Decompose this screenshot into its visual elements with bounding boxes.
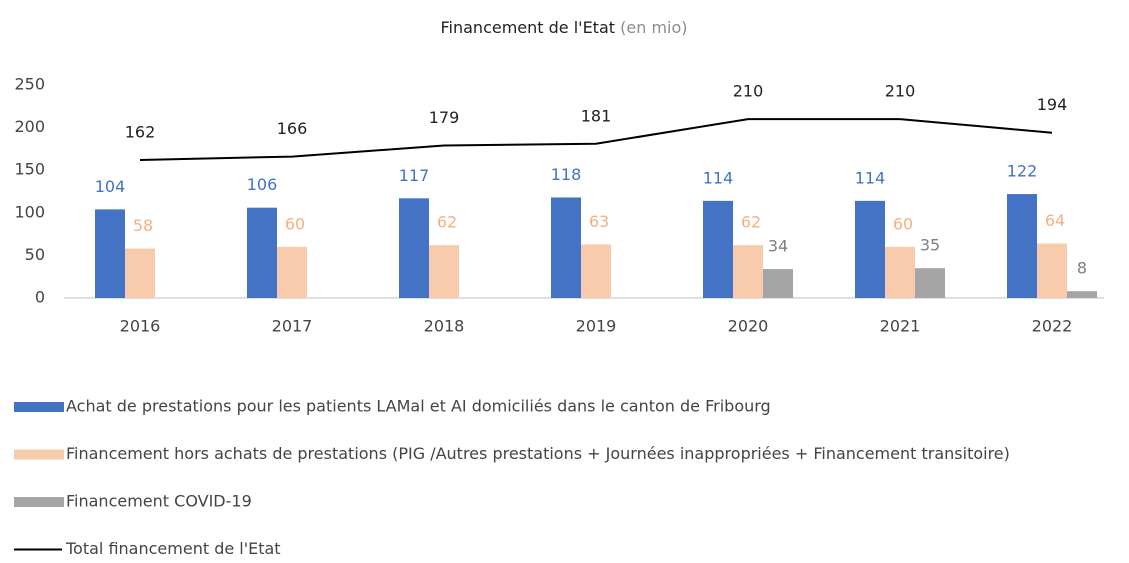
bar bbox=[885, 246, 915, 298]
bar bbox=[733, 245, 763, 298]
bar bbox=[1037, 243, 1067, 298]
x-tick-label: 2021 bbox=[880, 317, 921, 336]
legend-swatch bbox=[14, 449, 64, 460]
bar bbox=[551, 197, 581, 298]
data-label: 122 bbox=[1007, 162, 1038, 181]
data-label: 35 bbox=[920, 236, 940, 255]
bar bbox=[125, 248, 155, 298]
bar bbox=[247, 207, 277, 298]
bar bbox=[855, 200, 885, 298]
y-tick-label: 250 bbox=[14, 75, 45, 94]
data-label: 104 bbox=[95, 177, 126, 196]
data-label: 210 bbox=[885, 82, 916, 101]
bar bbox=[399, 198, 429, 298]
data-label: 62 bbox=[741, 213, 761, 232]
data-label: 62 bbox=[437, 213, 457, 232]
x-tick-label: 2022 bbox=[1032, 317, 1073, 336]
data-label: 162 bbox=[125, 122, 156, 141]
data-label: 166 bbox=[277, 119, 308, 138]
x-tick-label: 2017 bbox=[272, 317, 313, 336]
data-label: 34 bbox=[768, 237, 788, 256]
data-label: 181 bbox=[581, 106, 612, 125]
data-label: 118 bbox=[551, 165, 582, 184]
x-tick-label: 2019 bbox=[576, 317, 617, 336]
data-label: 194 bbox=[1037, 95, 1068, 114]
line bbox=[139, 118, 1053, 161]
y-tick-label: 200 bbox=[14, 117, 45, 136]
y-tick-label: 0 bbox=[35, 288, 45, 307]
legend-label: Total financement de l'Etat bbox=[65, 539, 281, 558]
data-label: 60 bbox=[285, 214, 305, 233]
bar bbox=[1067, 291, 1097, 298]
bar bbox=[915, 268, 945, 298]
bar bbox=[429, 245, 459, 298]
title: Financement de l'Etat bbox=[441, 18, 616, 37]
bar bbox=[581, 244, 611, 298]
bar bbox=[703, 200, 733, 298]
legend-label: Achat de prestations pour les patients L… bbox=[66, 397, 771, 416]
data-label: 114 bbox=[703, 168, 734, 187]
bar bbox=[1007, 194, 1037, 298]
data-label: 58 bbox=[133, 216, 153, 235]
y-tick-label: 100 bbox=[14, 202, 45, 221]
data-label: 106 bbox=[247, 175, 278, 194]
legend-swatch bbox=[14, 402, 64, 412]
data-label: 114 bbox=[855, 168, 886, 187]
bar bbox=[95, 209, 125, 298]
legend-label: Financement COVID-19 bbox=[66, 492, 252, 511]
x-tick-label: 2018 bbox=[424, 317, 465, 336]
bar bbox=[763, 269, 793, 298]
data-label: 60 bbox=[893, 214, 913, 233]
y-tick-label: 50 bbox=[25, 245, 45, 264]
bar bbox=[277, 246, 307, 298]
data-label: 8 bbox=[1077, 259, 1087, 278]
data-label: 210 bbox=[733, 82, 764, 101]
subtitle: (en mio) bbox=[620, 18, 687, 37]
legend-swatch bbox=[14, 497, 64, 507]
data-label: 64 bbox=[1045, 211, 1065, 230]
x-tick-label: 2016 bbox=[120, 317, 161, 336]
chart-title: Financement de l'Etat (en mio) bbox=[441, 18, 688, 37]
data-label: 179 bbox=[429, 108, 460, 127]
data-label: 63 bbox=[589, 212, 609, 231]
data-label: 117 bbox=[399, 166, 430, 185]
y-tick-label: 150 bbox=[14, 160, 45, 179]
legend-label: Financement hors achats de prestations (… bbox=[66, 444, 1010, 463]
x-tick-label: 2020 bbox=[728, 317, 769, 336]
